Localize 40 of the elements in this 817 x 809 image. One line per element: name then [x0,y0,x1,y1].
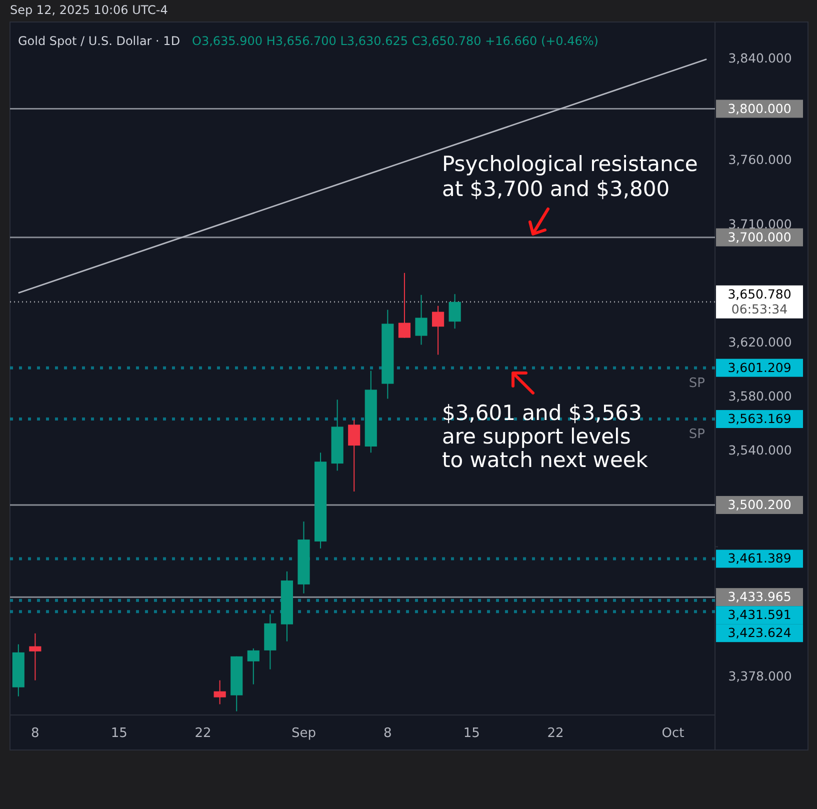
ref-line-label: 3,650.780 06:53:34 [728,286,792,316]
y-tick-label: 3,580.000 [728,388,792,404]
ref-line-label: 3,461.389 [728,550,792,566]
x-tick-label: 8 [31,726,40,741]
y-tick-label: 3,760.000 [728,152,792,167]
x-tick-label: 15 [463,726,480,741]
annotation: Psychological resistance at $3,700 and $3,800 [442,152,698,201]
candlestick [247,648,260,685]
y-tick-label: 3,540.000 [728,442,792,458]
candlestick [448,294,461,330]
candlestick [214,680,226,705]
y-tick-label: 3,710.000 [728,216,792,232]
ref-line-label: 3,423.624 [728,625,792,640]
candlestick [348,419,360,492]
x-tick-label: 8 [384,726,392,741]
y-tick-label: 3,620.000 [728,334,792,350]
ref-line-label: 3,433.965 [728,589,792,604]
x-tick-label: Sep [291,726,316,741]
text: Gold Spot / U.S. Dollar · 1D [18,34,180,48]
text: Sep 12, 2025 10:06 UTC-4 [10,3,168,17]
ref-line-label: 3,431.591 [728,607,792,622]
x-tick-label: 22 [547,726,564,741]
x-tick-label: 15 [110,726,128,741]
ref-line-label: 3,700.000 [728,229,792,244]
candlestick [29,632,42,681]
ref-line-label: 3,500.200 [728,496,792,512]
ref-line-label: 3,563.169 [728,411,792,426]
ref-line-label: 3,800.000 [728,100,792,116]
y-tick-label: 3,378.000 [728,668,792,684]
candlestick [415,294,428,346]
ref-line-label: 3,601.209 [728,360,792,375]
annotation: $3,601 and $3,563 are support levels to watch next week [442,401,649,472]
y-tick-label: 3,840.000 [728,50,792,66]
x-tick-label: Oct [662,726,684,741]
candlestick [432,305,444,356]
text: O3,635.900 H3,656.700 L3,630.625 C3,650.780 +16.660 (+0.46%) [192,34,598,48]
candlestick [398,272,411,338]
x-tick-label: 22 [194,726,212,741]
annotation: SP [688,376,706,391]
annotation: SP [688,427,706,442]
